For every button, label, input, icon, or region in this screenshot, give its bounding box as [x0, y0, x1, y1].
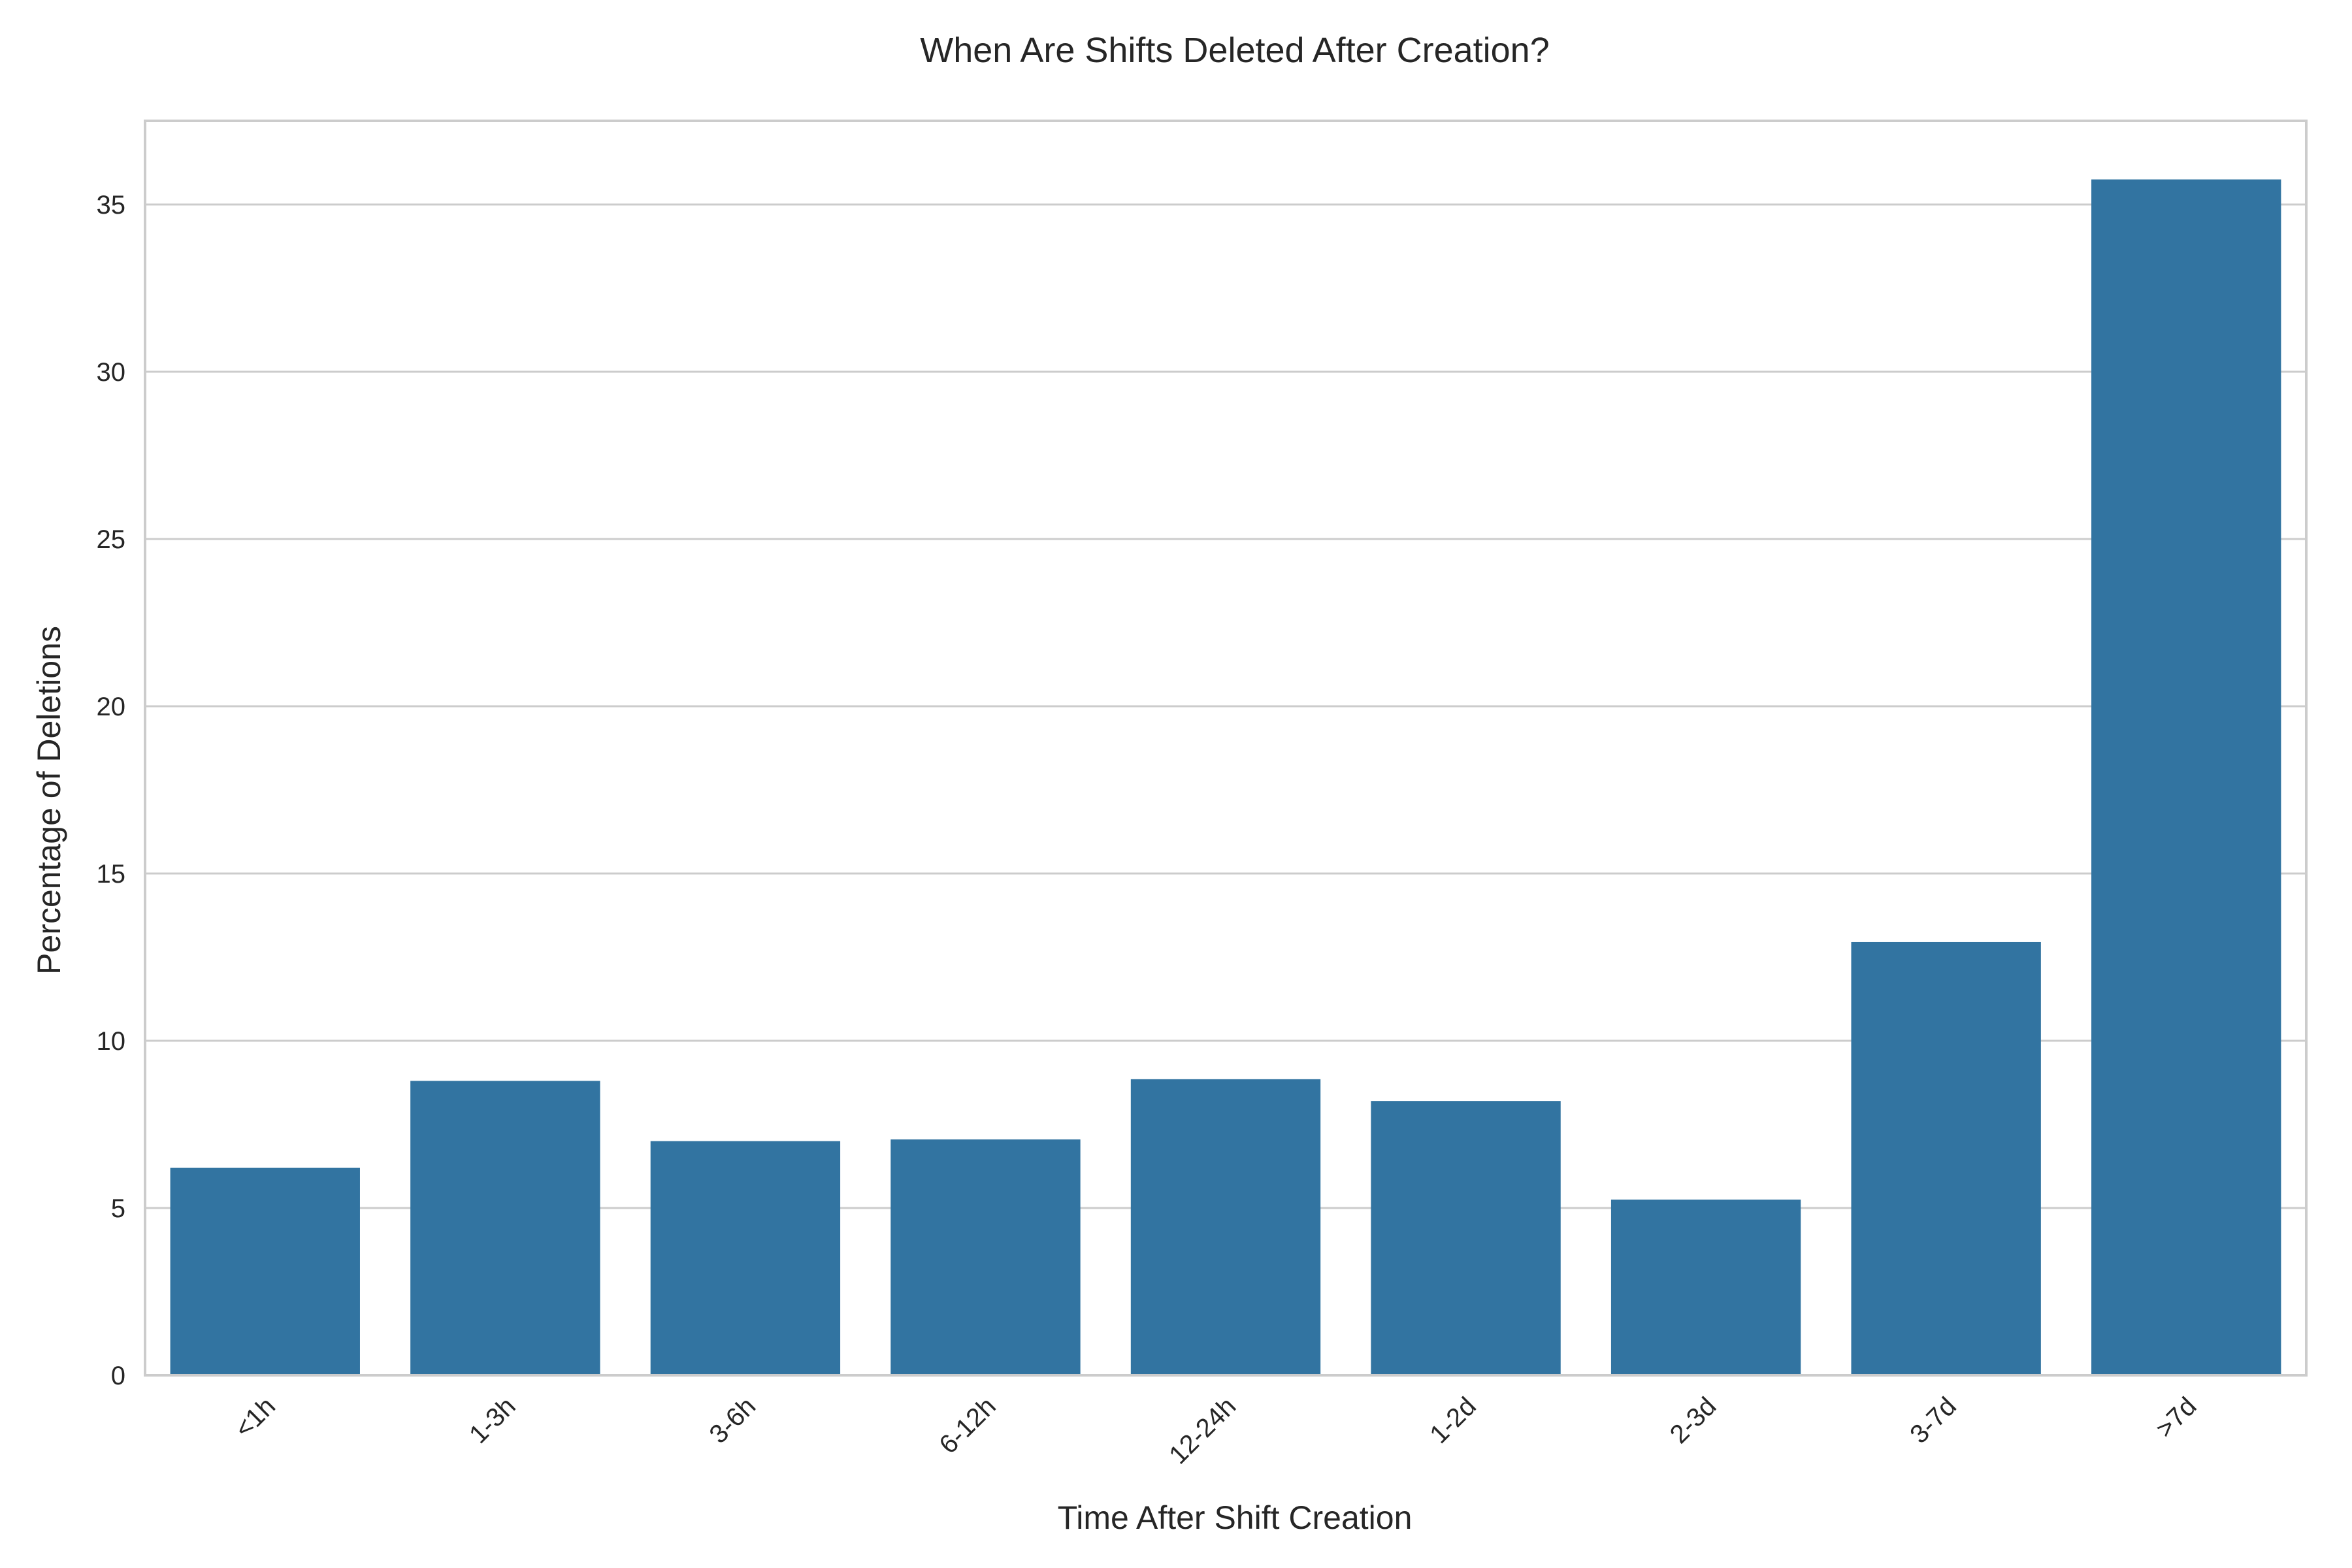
bar	[170, 1168, 360, 1375]
bar	[1851, 941, 2041, 1375]
y-axis-label: Percentage of Deletions	[31, 626, 67, 975]
x-axis-label: Time After Shift Creation	[1058, 1499, 1413, 1536]
x-tick-label: 1-3h	[464, 1392, 521, 1449]
y-tick-label: 10	[97, 1027, 126, 1056]
x-tick-label: 6-12h	[934, 1392, 1001, 1459]
y-tick-label: 0	[111, 1362, 125, 1390]
x-axis-ticks: <1h 1-3h 3-6h 6-12h 12-24h 1-2d 2-3d 3-7d >7d	[229, 1392, 2202, 1469]
y-tick-label: 30	[97, 358, 126, 387]
bar	[650, 1141, 841, 1375]
x-tick-label: 1-2d	[1424, 1392, 1482, 1449]
y-tick-label: 5	[111, 1194, 125, 1223]
x-tick-label: 3-7d	[1904, 1392, 1962, 1449]
bar	[1610, 1200, 1801, 1375]
x-tick-label: <1h	[229, 1392, 281, 1443]
x-tick-label: 2-3d	[1665, 1392, 1722, 1449]
y-tick-label: 15	[97, 860, 126, 889]
plot-frame	[144, 120, 2308, 1377]
bars	[170, 179, 2281, 1376]
y-tick-label: 25	[97, 525, 126, 554]
bar	[2091, 179, 2281, 1376]
x-tick-label: 12-24h	[1164, 1392, 1241, 1469]
bar	[410, 1081, 600, 1375]
x-tick-label: >7d	[2150, 1392, 2202, 1443]
y-axis-ticks: 0 5 10 15 20 25 30 35	[97, 191, 126, 1390]
bar	[1371, 1101, 1561, 1375]
y-tick-label: 20	[97, 693, 126, 721]
x-tick-label: 3-6h	[704, 1392, 762, 1449]
y-tick-label: 35	[97, 191, 126, 220]
chart-title: When Are Shifts Deleted After Creation?	[920, 31, 1550, 70]
bar	[890, 1139, 1081, 1375]
bar	[1130, 1079, 1321, 1375]
